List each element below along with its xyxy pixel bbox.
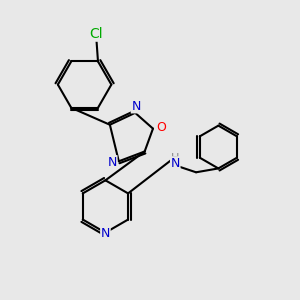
Text: N: N <box>171 157 180 170</box>
Text: Cl: Cl <box>90 27 103 41</box>
Text: H: H <box>171 153 179 163</box>
Text: O: O <box>156 121 166 134</box>
Text: N: N <box>108 156 117 169</box>
Text: N: N <box>131 100 141 113</box>
Text: N: N <box>101 227 110 240</box>
